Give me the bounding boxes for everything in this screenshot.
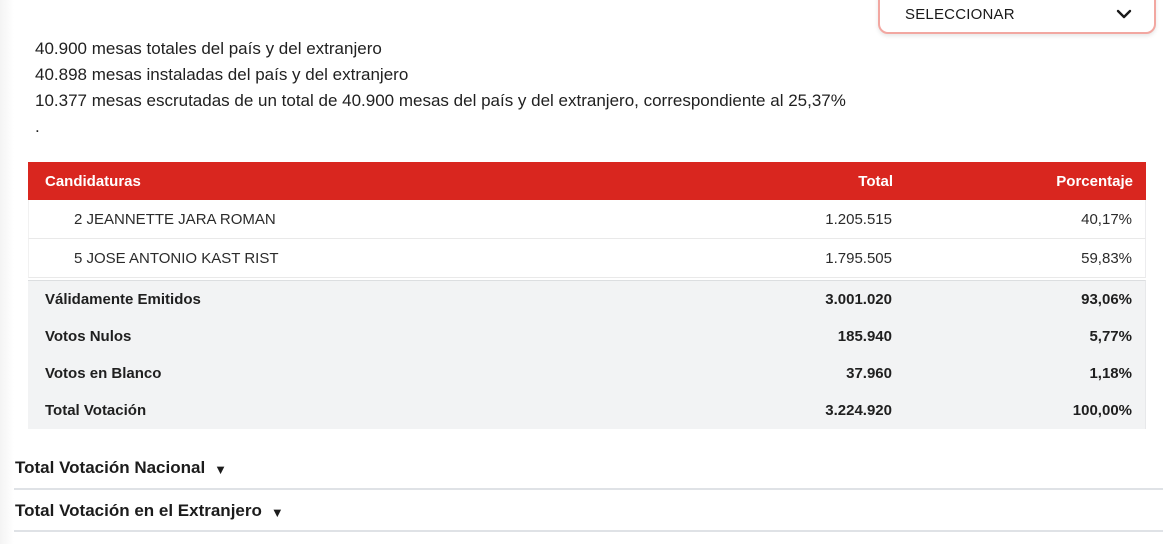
summary-percent-cell: 100,00% [1072, 402, 1132, 419]
accordion-total-votacion-nacional[interactable]: Total Votación Nacional ▼ [15, 452, 1163, 484]
accordion-total-votacion-extranjero[interactable]: Total Votación en el Extranjero ▼ [15, 495, 1163, 527]
candidate-name-cell: 2 JEANNETTE JARA ROMAN [74, 210, 276, 228]
triangle-down-icon: ▼ [214, 461, 228, 477]
candidate-row: 5 JOSE ANTONIO KAST RIST 1.795.505 59,83… [28, 239, 1146, 278]
triangle-down-icon: ▼ [270, 504, 284, 520]
candidate-percent-cell: 40,17% [1081, 210, 1132, 228]
header-total: Total [858, 172, 893, 190]
dot-line: . [35, 117, 40, 136]
summary-percent-cell: 5,77% [1089, 328, 1132, 345]
candidacy-selector-label: SELECCIONAR [905, 6, 1015, 23]
summary-row: Votos en Blanco 37.960 1,18% [28, 355, 1145, 392]
summary-row: Votos Nulos 185.940 5,77% [28, 318, 1145, 355]
mesas-instaladas-line: 40.898 mesas instaladas del país y del e… [35, 65, 409, 84]
section-divider [14, 530, 1163, 532]
mesas-escrutadas-line: 10.377 mesas escrutadas de un total de 4… [35, 91, 846, 110]
summary-total-cell: 3.224.920 [825, 402, 892, 419]
summary-label-cell: Votos Nulos [45, 328, 132, 345]
table-header-row: Candidaturas Total Porcentaje [28, 162, 1146, 200]
candidate-total-cell: 1.205.515 [825, 210, 892, 228]
accordion-label: Total Votación Nacional [15, 458, 206, 477]
summary-total-cell: 37.960 [846, 365, 892, 382]
summary-percent-cell: 1,18% [1089, 365, 1132, 382]
candidate-row: 2 JEANNETTE JARA ROMAN 1.205.515 40,17% [28, 200, 1146, 239]
results-table: Candidaturas Total Porcentaje 2 JEANNETT… [28, 162, 1146, 429]
summary-total-cell: 3.001.020 [825, 291, 892, 308]
section-divider [14, 488, 1163, 490]
page-left-edge [0, 0, 14, 544]
summary-block: Válidamente Emitidos 3.001.020 93,06% Vo… [28, 280, 1146, 429]
mesas-totales-line: 40.900 mesas totales del país y del extr… [35, 39, 382, 58]
header-candidaturas: Candidaturas [45, 172, 141, 190]
header-porcentaje: Porcentaje [1056, 172, 1133, 190]
summary-label-cell: Votos en Blanco [45, 365, 162, 382]
accordion-label: Total Votación en el Extranjero [15, 501, 262, 520]
summary-row: Válidamente Emitidos 3.001.020 93,06% [28, 281, 1145, 318]
mesas-summary: 40.900 mesas totales del país y del extr… [35, 36, 846, 140]
summary-row: Total Votación 3.224.920 100,00% [28, 392, 1145, 429]
summary-total-cell: 185.940 [837, 328, 892, 345]
candidate-total-cell: 1.795.505 [825, 249, 892, 267]
chevron-down-icon [1114, 4, 1134, 24]
summary-percent-cell: 93,06% [1081, 291, 1132, 308]
candidate-percent-cell: 59,83% [1081, 249, 1132, 267]
summary-label-cell: Válidamente Emitidos [45, 291, 201, 308]
candidate-name-cell: 5 JOSE ANTONIO KAST RIST [74, 249, 279, 267]
summary-label-cell: Total Votación [45, 402, 147, 419]
candidacy-selector[interactable]: SELECCIONAR [878, 0, 1156, 34]
